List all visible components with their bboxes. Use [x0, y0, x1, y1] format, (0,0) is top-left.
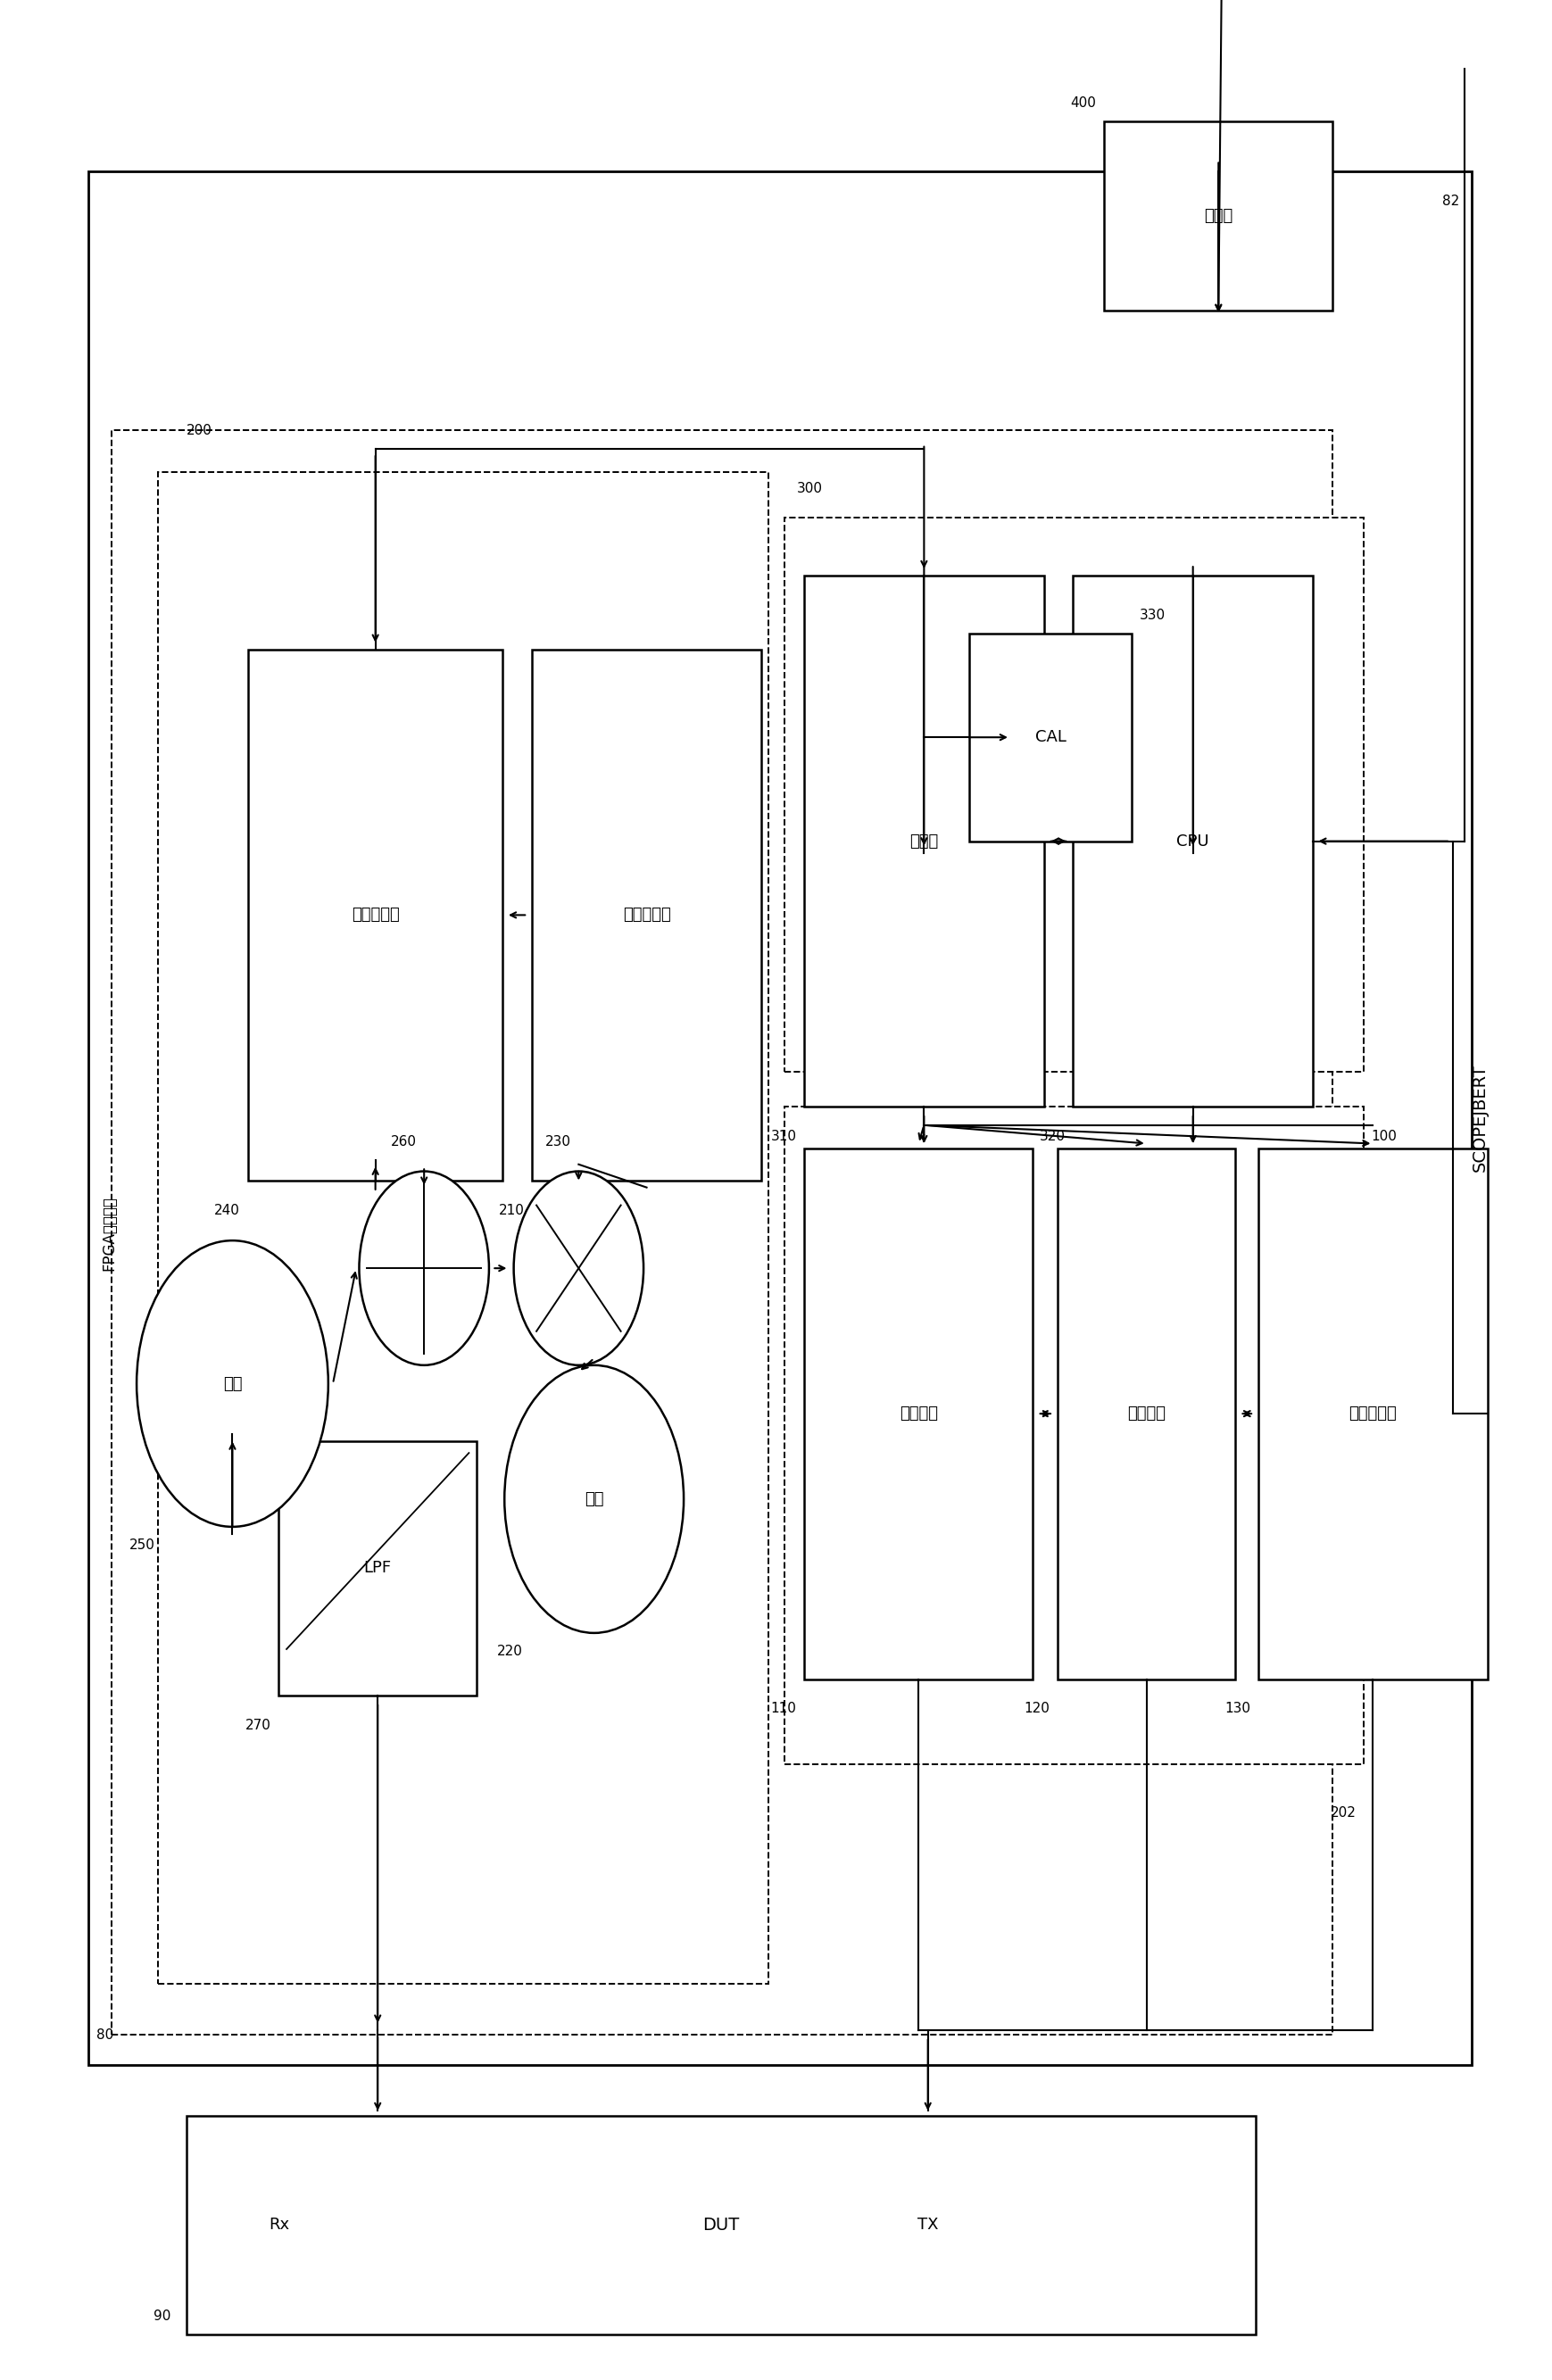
Bar: [1259, 1147, 1487, 1680]
Bar: [784, 1107, 1363, 1764]
Bar: [784, 519, 1363, 1071]
Text: CAL: CAL: [1035, 728, 1066, 745]
Text: 200: 200: [186, 424, 211, 438]
Bar: [248, 650, 503, 1180]
Text: 时钟生成器: 时钟生成器: [622, 907, 670, 923]
Bar: [532, 650, 760, 1180]
Text: 250: 250: [129, 1537, 155, 1552]
Bar: [1057, 1147, 1235, 1680]
Text: 存储器: 存储器: [909, 833, 937, 850]
Bar: [804, 1147, 1032, 1680]
Text: 数据采样: 数据采样: [899, 1407, 937, 1421]
Text: 240: 240: [214, 1204, 241, 1216]
Bar: [186, 2116, 1256, 2335]
Text: 320: 320: [1038, 1130, 1065, 1142]
Bar: [1103, 121, 1332, 309]
Text: 310: 310: [770, 1130, 796, 1142]
Text: 显示器: 显示器: [1203, 207, 1232, 224]
Text: 时钟恢复: 时钟恢复: [1127, 1407, 1166, 1421]
Text: 270: 270: [245, 1718, 272, 1733]
Text: CPU: CPU: [1176, 833, 1209, 850]
Circle shape: [359, 1171, 489, 1366]
Text: 80: 80: [96, 2028, 113, 2042]
Text: 90: 90: [154, 2311, 171, 2323]
Text: 260: 260: [390, 1135, 416, 1147]
Bar: [1072, 576, 1311, 1107]
Bar: [112, 431, 1332, 2035]
Bar: [158, 471, 768, 1985]
Text: TX: TX: [917, 2218, 937, 2232]
Text: 抖动: 抖动: [584, 1490, 604, 1507]
Text: 300: 300: [796, 481, 823, 495]
Text: 误差检测器: 误差检测器: [1349, 1407, 1397, 1421]
Text: 100: 100: [1370, 1130, 1397, 1142]
Text: Rx: Rx: [268, 2218, 289, 2232]
Text: 330: 330: [1139, 609, 1166, 621]
Text: FPGA集成电路: FPGA集成电路: [101, 1197, 116, 1271]
Text: LPF: LPF: [363, 1561, 391, 1576]
Bar: [279, 1442, 476, 1695]
Bar: [804, 576, 1043, 1107]
Circle shape: [504, 1366, 683, 1633]
Text: 图案生成器: 图案生成器: [351, 907, 399, 923]
Bar: [968, 633, 1131, 840]
Circle shape: [514, 1171, 643, 1366]
Text: 202: 202: [1330, 1806, 1355, 1818]
Text: 210: 210: [498, 1204, 525, 1216]
Text: 230: 230: [545, 1135, 571, 1147]
Text: 噪声: 噪声: [223, 1376, 242, 1392]
Text: SCOPEJBERT: SCOPEJBERT: [1470, 1064, 1487, 1171]
Text: DUT: DUT: [702, 2216, 739, 2232]
Text: 120: 120: [1024, 1702, 1049, 1716]
Text: 82: 82: [1442, 195, 1459, 207]
Text: 220: 220: [497, 1645, 521, 1659]
Text: 400: 400: [1069, 95, 1096, 109]
Circle shape: [137, 1240, 327, 1528]
Text: 110: 110: [770, 1702, 796, 1716]
Text: 130: 130: [1225, 1702, 1251, 1716]
Bar: [88, 171, 1471, 2063]
